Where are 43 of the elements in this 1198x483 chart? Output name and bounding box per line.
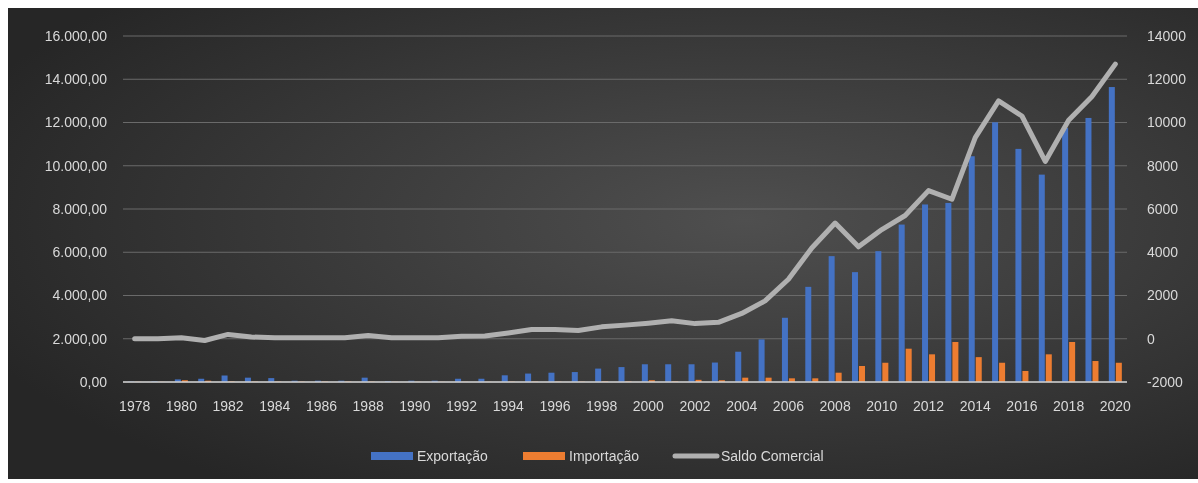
x-tick-label: 1980	[165, 397, 198, 414]
y-tick-label: 12.000,00	[44, 114, 108, 131]
x-tick-label: 2006	[772, 397, 805, 414]
y2-tick-label: 12000	[1147, 71, 1187, 88]
x-tick-label: 2000	[632, 397, 665, 414]
x-tick-label: 1984	[259, 397, 291, 414]
x-tick-label: 2008	[819, 397, 851, 414]
y-tick-label: 16.000,00	[44, 27, 108, 44]
x-tick-label: 2020	[1099, 397, 1132, 414]
y-tick-label: 10.000,00	[44, 157, 108, 174]
y2-tick-label: 2000	[1147, 287, 1179, 304]
legend-label: Saldo Comercial	[721, 447, 824, 464]
x-tick-label: 2010	[866, 397, 898, 414]
x-tick-label: 1978	[119, 397, 151, 414]
y-tick-label: 6.000,00	[52, 244, 108, 261]
y2-tick-label: -2000	[1147, 373, 1184, 390]
x-tick-label: 1982	[212, 397, 244, 414]
x-tick-label: 1994	[492, 397, 525, 414]
legend-label: Importação	[569, 447, 640, 464]
y-tick-label: 8.000,00	[52, 200, 108, 217]
x-tick-label: 1998	[586, 397, 618, 414]
x-tick-label: 2002	[679, 397, 711, 414]
y2-tick-label: 0	[1147, 330, 1155, 347]
y-tick-label: 4.000,00	[52, 287, 108, 304]
y-tick-label: 14.000,00	[44, 71, 108, 88]
y-tick-label: 0,00	[79, 373, 108, 390]
x-tick-label: 1986	[305, 397, 338, 414]
y2-tick-label: 8000	[1147, 157, 1179, 174]
legend-label: Exportação	[417, 447, 489, 464]
y2-tick-label: 10000	[1147, 114, 1187, 131]
x-tick-label: 1992	[445, 397, 478, 414]
x-tick-label: 1990	[399, 397, 431, 414]
y2-tick-label: 6000	[1147, 200, 1179, 217]
x-tick-label: 2018	[1053, 397, 1085, 414]
x-tick-label: 1988	[352, 397, 384, 414]
x-tick-label: 2016	[1006, 397, 1038, 414]
x-tick-label: 1996	[539, 397, 571, 414]
y-tick-label: 2.000,00	[52, 330, 108, 347]
x-tick-label: 2014	[959, 397, 992, 414]
y2-tick-label: 4000	[1147, 244, 1179, 261]
x-tick-label: 2012	[912, 397, 945, 414]
x-tick-label: 2004	[726, 397, 758, 414]
y2-tick-label: 14000	[1147, 27, 1187, 44]
